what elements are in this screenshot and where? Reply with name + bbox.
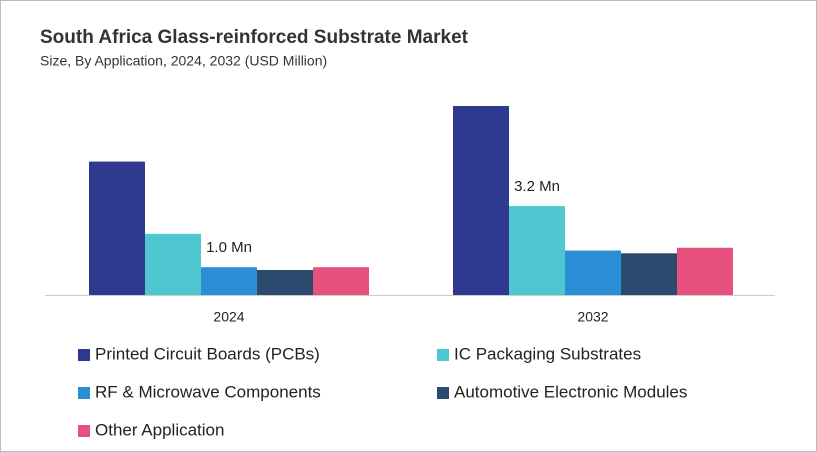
chart-title: South Africa Glass-reinforced Substrate … bbox=[40, 27, 469, 48]
value-label: 1.0 Mn bbox=[206, 239, 252, 256]
value-label: 3.2 Mn bbox=[514, 178, 560, 195]
chart-subtitle: Size, By Application, 2024, 2032 (USD Mi… bbox=[40, 53, 327, 69]
legend-swatch bbox=[437, 387, 449, 399]
bar bbox=[257, 269, 313, 295]
legend-label: IC Packaging Substrates bbox=[454, 344, 641, 363]
legend-label: Other Application bbox=[95, 420, 224, 439]
legend-swatch bbox=[78, 425, 90, 437]
legend-swatch bbox=[78, 349, 90, 361]
bar bbox=[621, 253, 677, 295]
x-tick-label: 2024 bbox=[213, 309, 244, 325]
legend-label: Automotive Electronic Modules bbox=[454, 382, 687, 401]
legend-label: RF & Microwave Components bbox=[95, 382, 321, 401]
bar bbox=[201, 267, 257, 295]
legend-swatch bbox=[437, 349, 449, 361]
bar bbox=[89, 161, 145, 295]
bar bbox=[509, 206, 565, 295]
bar bbox=[453, 106, 509, 295]
legend-swatch bbox=[78, 387, 90, 399]
legend-label: Printed Circuit Boards (PCBs) bbox=[95, 344, 320, 363]
bar bbox=[677, 247, 733, 295]
bar bbox=[313, 267, 369, 295]
x-tick-label: 2032 bbox=[577, 309, 608, 325]
bar bbox=[145, 233, 201, 295]
bar bbox=[565, 250, 621, 295]
